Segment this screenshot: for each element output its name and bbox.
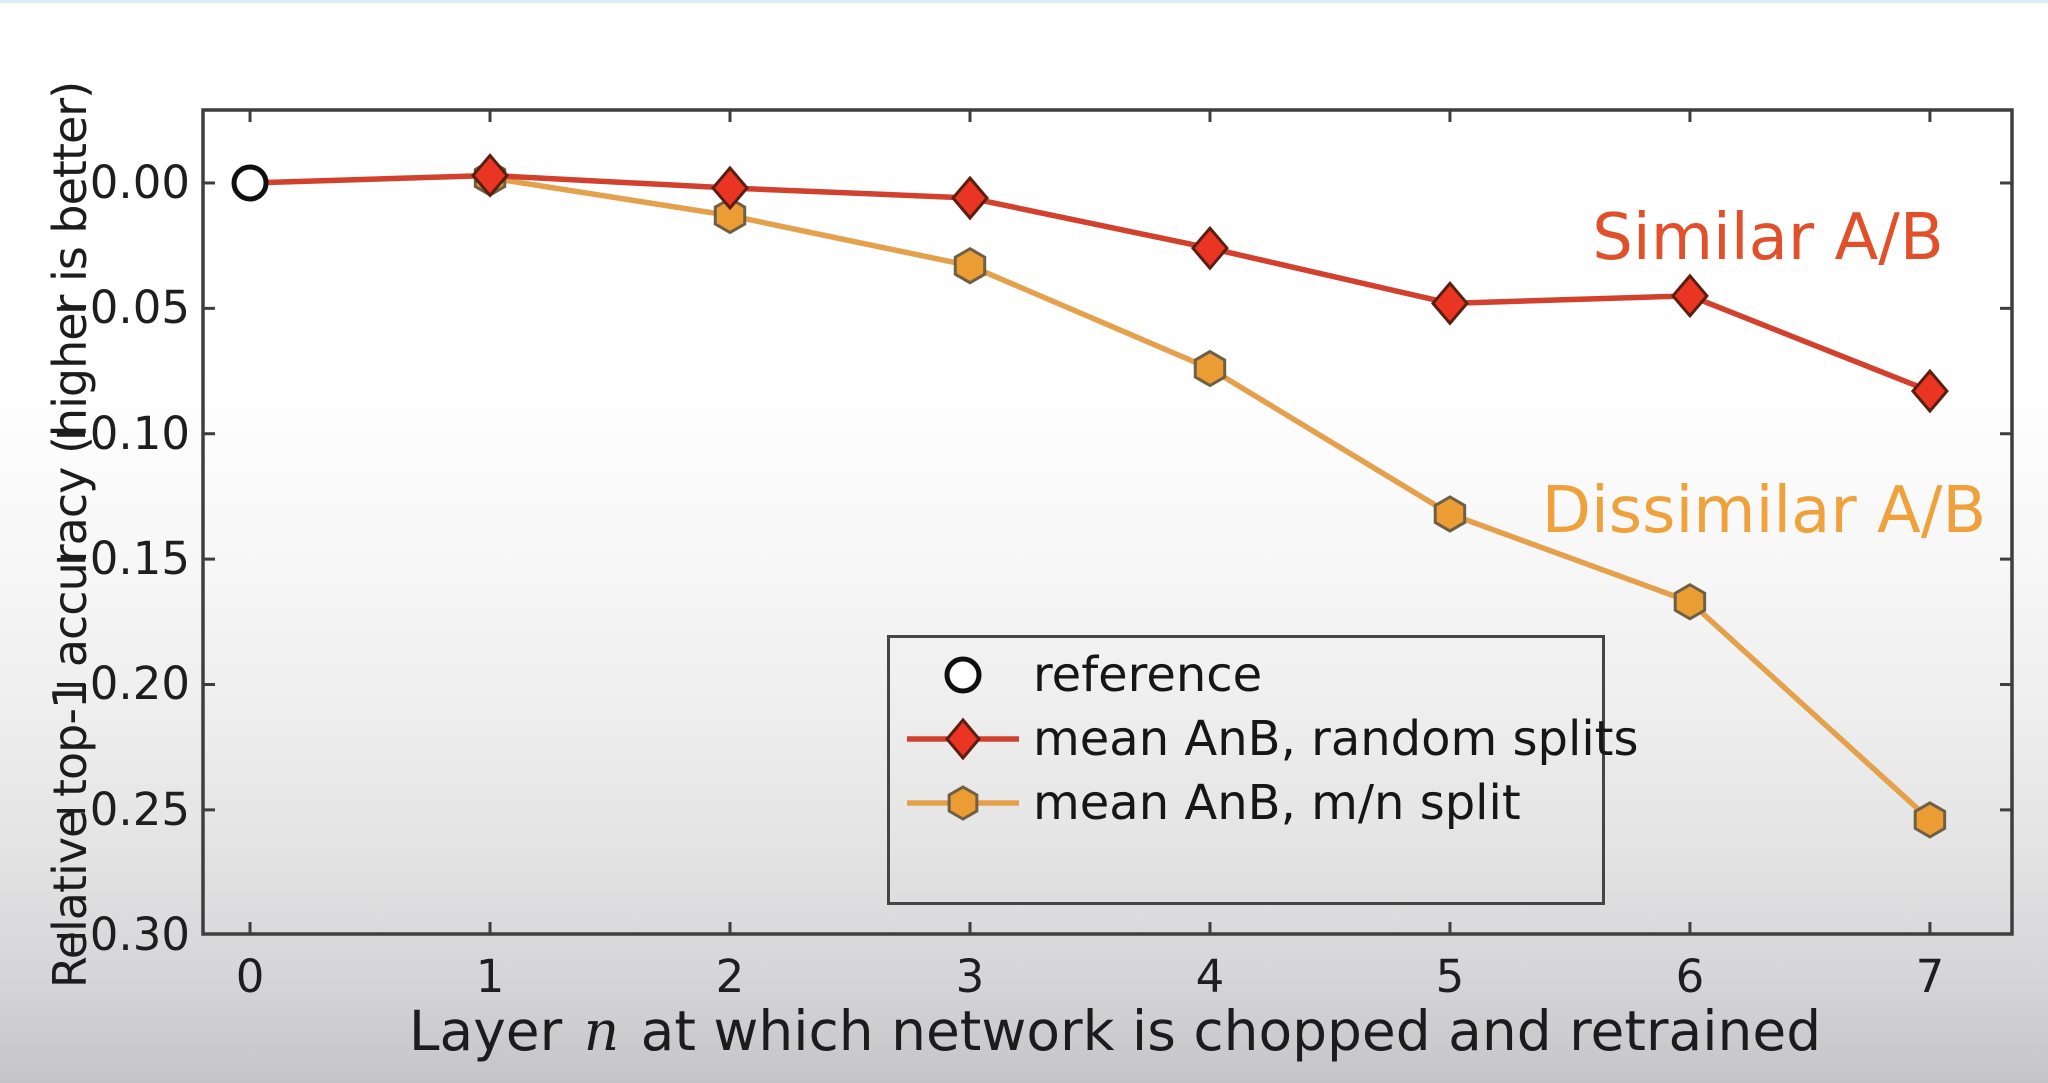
x-tick-label: 2 bbox=[715, 950, 745, 1003]
x-tick-label: 7 bbox=[1915, 950, 1945, 1003]
hexagon-marker bbox=[1433, 495, 1467, 533]
legend-box: reference mean AnB, random splits mean A… bbox=[887, 635, 1638, 905]
hexagon-marker bbox=[1913, 801, 1947, 839]
x-tick-label: 0 bbox=[235, 950, 265, 1003]
diamond-marker bbox=[711, 165, 749, 211]
orange-hexagon-line-icon bbox=[907, 785, 1019, 821]
y-tick-label: −0.20 bbox=[52, 657, 190, 711]
legend-entry-mn-split: mean AnB, m/n split bbox=[890, 771, 1602, 835]
frame-top-edge-line bbox=[0, 0, 2048, 3]
red-diamond-line-icon bbox=[907, 717, 1019, 761]
series-reference bbox=[231, 164, 269, 202]
x-axis-title: Layer n at which network is chopped and … bbox=[409, 999, 1821, 1063]
hexagon-marker bbox=[1673, 583, 1707, 621]
y-tick-label: 0.00 bbox=[89, 155, 190, 209]
hexagon-marker bbox=[947, 785, 979, 821]
x-axis-title-prefix: Layer bbox=[408, 999, 563, 1063]
reference-circle-icon bbox=[944, 656, 982, 694]
hexagon-marker bbox=[1193, 349, 1227, 388]
tick-marks bbox=[203, 110, 2012, 934]
diamond-marker bbox=[945, 717, 981, 761]
diamond-marker bbox=[951, 175, 989, 221]
legend-label: mean AnB, m/n split bbox=[1033, 775, 1521, 831]
diamond-marker bbox=[1670, 273, 1709, 319]
diamond-marker bbox=[471, 153, 509, 198]
legend-label: reference bbox=[1033, 647, 1263, 703]
x-axis-title-suffix: at which network is chopped and retraine… bbox=[640, 999, 1822, 1063]
y-tick-label: −0.30 bbox=[52, 908, 190, 962]
y-tick-label: −0.10 bbox=[52, 406, 190, 460]
reference-circle-marker bbox=[231, 164, 269, 202]
y-tick-label: −0.15 bbox=[52, 532, 190, 586]
axes-border bbox=[201, 108, 2014, 936]
legend-label: mean AnB, random splits bbox=[1033, 711, 1639, 767]
hexagon-marker bbox=[953, 246, 987, 285]
annotation-similar-ab: Similar A/B bbox=[1592, 201, 1944, 275]
x-tick-label: 4 bbox=[1195, 950, 1225, 1003]
diamond-marker bbox=[1430, 281, 1469, 326]
x-axis-title-math-n: n bbox=[583, 999, 620, 1063]
diamond-marker bbox=[1910, 368, 1949, 414]
series-line bbox=[249, 172, 1931, 394]
series-mean-anb-m-n-split bbox=[473, 159, 1947, 839]
x-tick-label: 5 bbox=[1435, 950, 1465, 1003]
x-tick-label: 6 bbox=[1675, 950, 1705, 1003]
annotation-dissimilar-ab: Dissimilar A/B bbox=[1541, 474, 1987, 548]
y-tick-label: −0.25 bbox=[52, 782, 190, 836]
hexagon-marker bbox=[713, 196, 747, 235]
y-tick-label: −0.05 bbox=[52, 281, 190, 335]
x-tick-label: 3 bbox=[955, 950, 985, 1003]
legend-entry-reference: reference bbox=[890, 643, 1602, 707]
series-mean-anb-random-splits bbox=[249, 153, 1949, 414]
diamond-marker bbox=[1191, 225, 1229, 271]
y-axis-title: Relative top-1 accuracy (higher is bette… bbox=[43, 81, 97, 989]
legend-entry-random-splits: mean AnB, random splits bbox=[890, 707, 1638, 771]
x-tick-label: 1 bbox=[475, 950, 505, 1003]
